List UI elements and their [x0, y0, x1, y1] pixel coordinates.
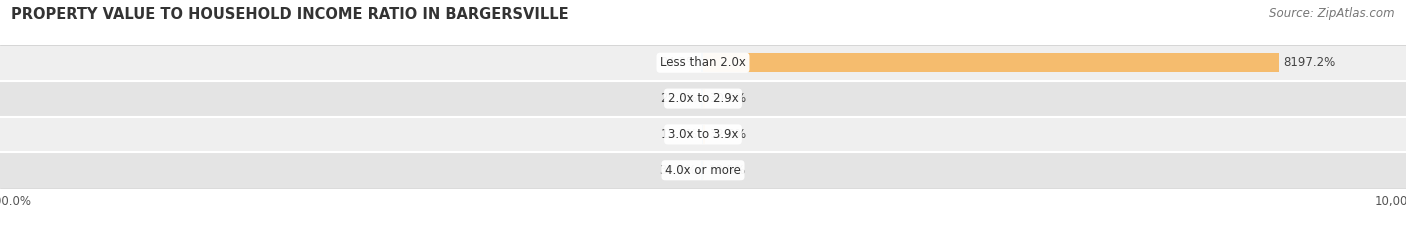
Text: 19.5%: 19.5%: [709, 164, 745, 177]
Bar: [0, 152, 1406, 188]
Bar: [0, 116, 1406, 152]
Bar: [702, 53, 703, 72]
Text: 8197.2%: 8197.2%: [1284, 56, 1336, 69]
Text: 4.0x or more: 4.0x or more: [665, 164, 741, 177]
Text: 24.2%: 24.2%: [659, 56, 697, 69]
Bar: [0, 45, 1406, 81]
Text: 34.9%: 34.9%: [659, 164, 696, 177]
Text: 2.0x to 2.9x: 2.0x to 2.9x: [668, 92, 738, 105]
Text: Less than 2.0x: Less than 2.0x: [659, 56, 747, 69]
Text: 30.2%: 30.2%: [710, 92, 747, 105]
Text: 3.0x to 3.9x: 3.0x to 3.9x: [668, 128, 738, 141]
Text: Source: ZipAtlas.com: Source: ZipAtlas.com: [1270, 7, 1395, 20]
Bar: [700, 161, 703, 180]
Bar: [0, 81, 1406, 116]
Bar: [703, 53, 1279, 72]
Text: 25.3%: 25.3%: [659, 92, 697, 105]
Text: 15.5%: 15.5%: [661, 128, 697, 141]
Bar: [703, 125, 706, 144]
Text: 32.0%: 32.0%: [710, 128, 747, 141]
Bar: [703, 89, 706, 108]
Bar: [702, 89, 703, 108]
Text: PROPERTY VALUE TO HOUSEHOLD INCOME RATIO IN BARGERSVILLE: PROPERTY VALUE TO HOUSEHOLD INCOME RATIO…: [11, 7, 569, 22]
